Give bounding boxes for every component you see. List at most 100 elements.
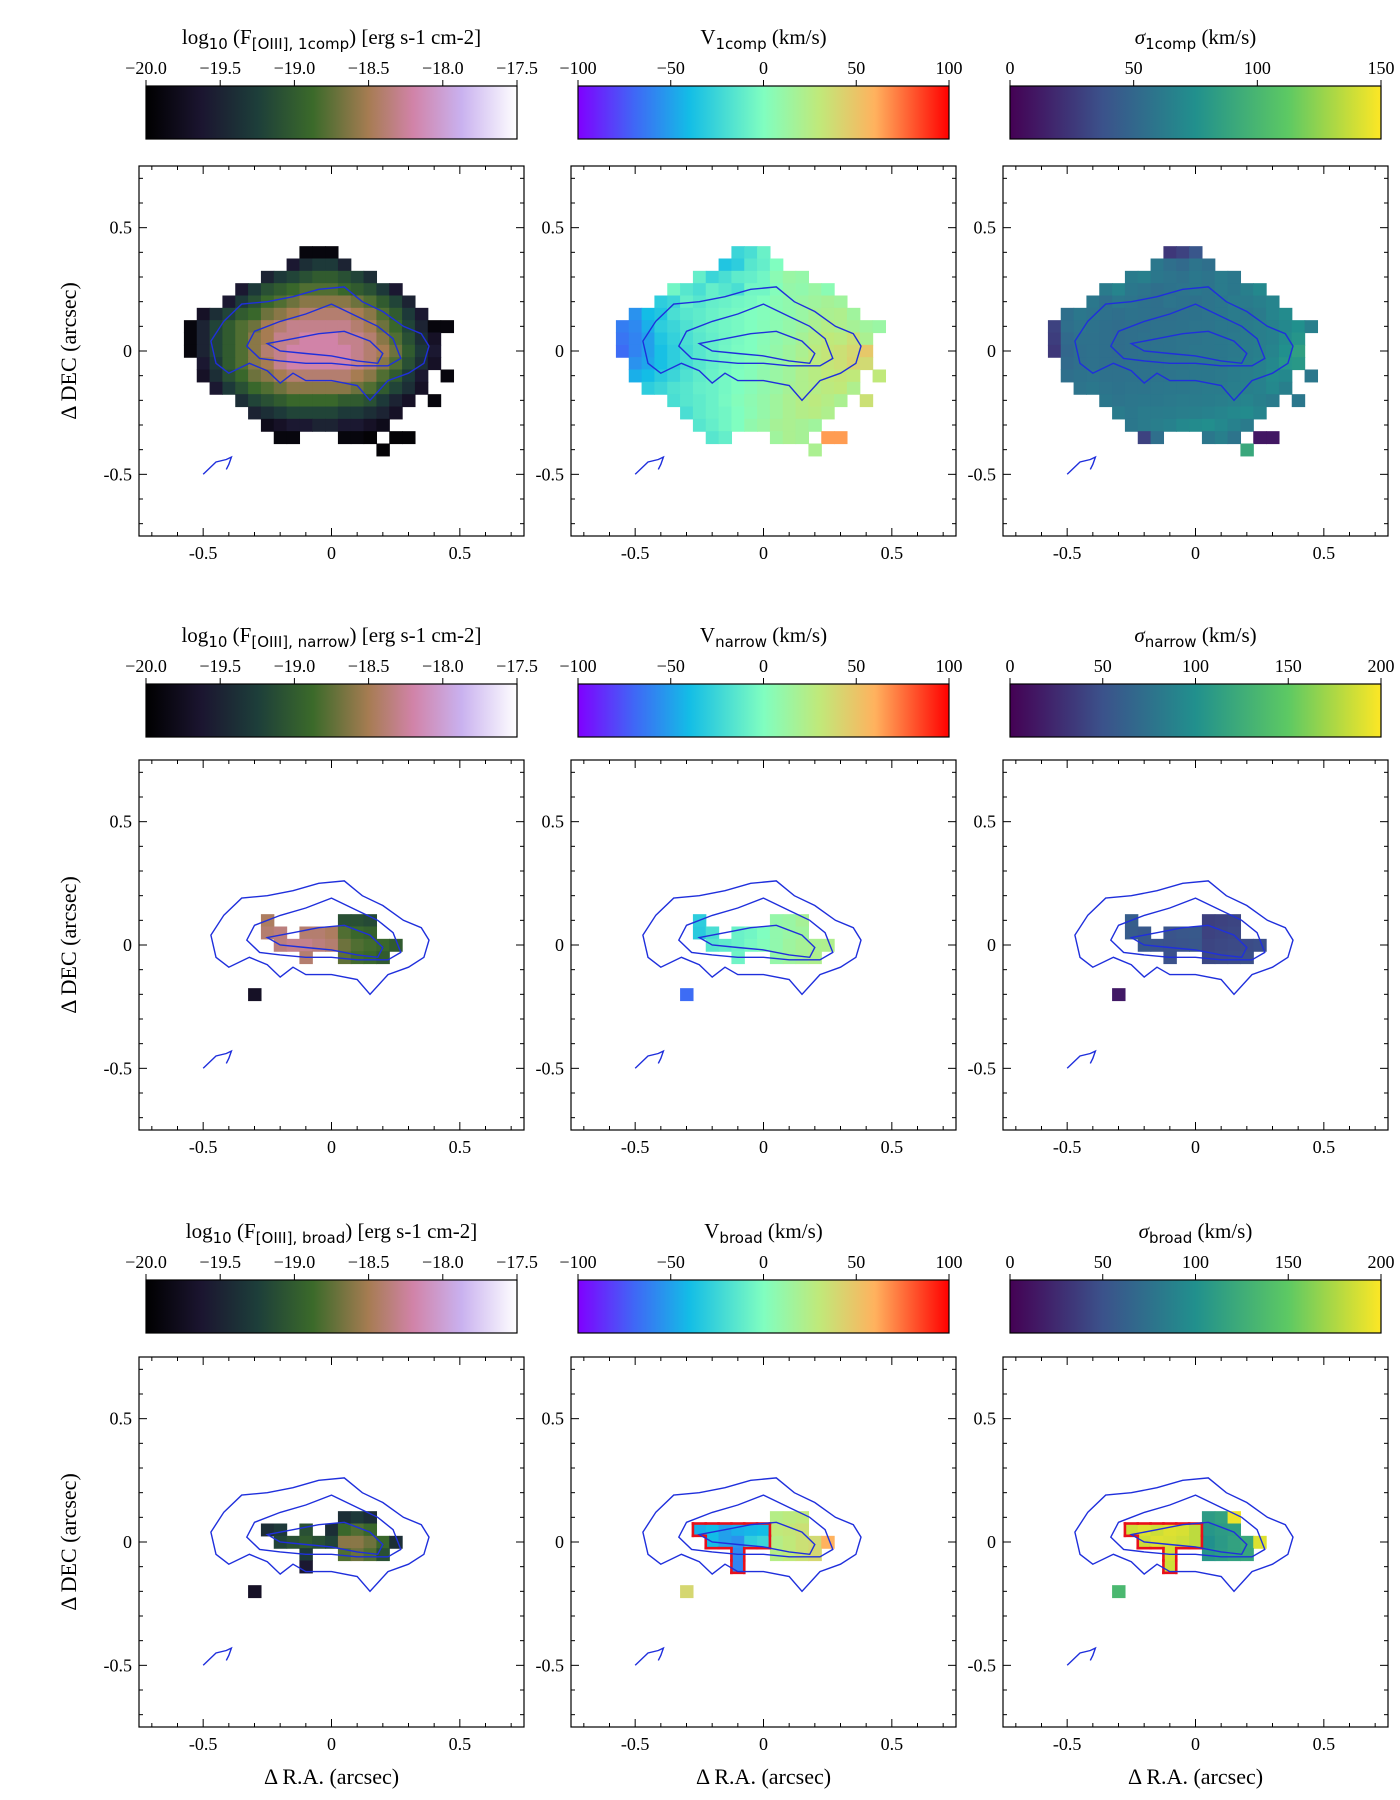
heatmap-pixel [718, 394, 733, 408]
heatmap-pixel [795, 1523, 810, 1537]
beam-contour [202, 455, 233, 475]
heatmap-pixel [389, 283, 403, 297]
x-tick-label: 0.5 [449, 543, 472, 563]
heatmap-broad-flux [248, 1511, 403, 1599]
heatmap-pixel [705, 926, 720, 940]
heatmap-pixel [795, 320, 810, 334]
heatmap-pixel [1227, 1548, 1242, 1562]
colorbar-narrow-flux [145, 683, 518, 738]
heatmap-pixel [769, 1511, 784, 1525]
y-axis-label: Δ DEC (arcsec) [56, 876, 81, 1014]
contour-outer [1074, 880, 1294, 996]
heatmap-pixel [402, 295, 416, 309]
beam-contour [634, 455, 665, 475]
y-tick-label: 0 [555, 1532, 564, 1552]
contour-middle [677, 897, 834, 961]
heatmap-pixel [325, 258, 339, 272]
heatmap-pixel [795, 357, 810, 371]
heatmap-pixel [641, 381, 656, 395]
heatmap-pixel [731, 246, 745, 260]
heatmap-pixel [808, 394, 822, 408]
heatmap-1comp-flux [183, 246, 455, 457]
contour-middle [245, 1494, 402, 1558]
colorbar-title-narrow-flux: log10 (F[OIII], narrow) [erg s-1 cm-2] [181, 623, 481, 651]
heatmap-pixel [615, 320, 630, 334]
contour-outer [642, 880, 862, 996]
heatmap-pixel [325, 1535, 339, 1549]
heatmap-pixel [1214, 369, 1229, 383]
y-tick-label: 0 [987, 1532, 996, 1552]
x-tick-label: -0.5 [189, 1137, 218, 1157]
heatmap-pixel [286, 1535, 301, 1549]
contour-inner [697, 330, 816, 365]
heatmap-pixel [1163, 394, 1177, 408]
heatmap-pixel [692, 394, 707, 408]
heatmap-pixel [196, 332, 211, 346]
heatmap-pixel [1060, 369, 1075, 383]
heatmap-pixel [1086, 369, 1100, 383]
heatmap-pixel [834, 369, 848, 383]
heatmap-pixel [299, 344, 313, 358]
heatmap-pixel [312, 270, 326, 284]
heatmap-pixel [821, 406, 835, 420]
heatmap-pixel [325, 381, 339, 395]
colorbar-tick-label: 100 [936, 58, 963, 78]
heatmap-pixel [1189, 320, 1203, 334]
heatmap-pixel [1150, 307, 1165, 321]
heatmap-pixel [769, 418, 784, 432]
heatmap-pixel [248, 295, 262, 309]
heatmap-pixel [299, 1523, 313, 1537]
heatmap-pixel [718, 357, 733, 371]
heatmap-pixel [1099, 369, 1113, 383]
heatmap-pixel [337, 951, 352, 965]
heatmap-pixel [312, 381, 326, 395]
heatmap-pixel [808, 951, 822, 965]
heatmap-pixel [1227, 951, 1242, 965]
beam-contour [634, 1049, 665, 1069]
heatmap-pixel [1240, 381, 1254, 395]
heatmap-pixel [705, 307, 720, 321]
y-tick-label: -0.5 [968, 1655, 997, 1675]
heatmap-pixel [1086, 295, 1100, 309]
heatmap-pixel [209, 369, 224, 383]
heatmap-pixel [389, 307, 403, 321]
heatmap-pixel [1176, 369, 1190, 383]
heatmap-pixel [337, 381, 352, 395]
contour-middle [677, 1494, 834, 1558]
heatmap-pixel [641, 369, 656, 383]
colorbar-title-broad-dispersion: σbroad (km/s) [1139, 1219, 1253, 1247]
heatmap-pixel [628, 320, 643, 334]
heatmap-pixel [769, 938, 784, 952]
heatmap-pixel [337, 283, 352, 297]
heatmap-pixel [1240, 295, 1254, 309]
contour-outer [642, 286, 862, 402]
colorbar-broad-flux [145, 1279, 518, 1334]
heatmap-pixel [1124, 381, 1139, 395]
heatmap-pixel [680, 1585, 694, 1599]
heatmap-pixel [350, 283, 365, 297]
x-tick-label: -0.5 [621, 1137, 650, 1157]
heatmap-pixel [1253, 381, 1267, 395]
heatmap-pixel [1150, 295, 1165, 309]
heatmap-pixel [1291, 344, 1306, 358]
heatmap-pixel [1137, 369, 1152, 383]
heatmap-pixel [782, 381, 797, 395]
heatmap-pixel [705, 394, 720, 408]
heatmap-pixel [1189, 270, 1203, 284]
heatmap-pixel [1137, 926, 1152, 940]
heatmap-pixel [1060, 332, 1075, 346]
heatmap-pixel [1176, 270, 1190, 284]
heatmap-pixel [1163, 381, 1177, 395]
heatmap-pixel [363, 357, 378, 371]
heatmap-pixel [235, 357, 249, 371]
heatmap-pixel [1086, 332, 1100, 346]
heatmap-pixel [299, 1535, 313, 1549]
heatmap-pixel [286, 258, 301, 272]
contour-inner [1129, 330, 1248, 365]
heatmap-pixel [1099, 332, 1113, 346]
heatmap-pixel [692, 270, 707, 284]
x-tick-label: 0.5 [881, 543, 904, 563]
colorbar-tick-label: 100 [936, 656, 963, 676]
heatmap-pixel [1278, 307, 1293, 321]
heatmap-pixel [222, 320, 236, 334]
